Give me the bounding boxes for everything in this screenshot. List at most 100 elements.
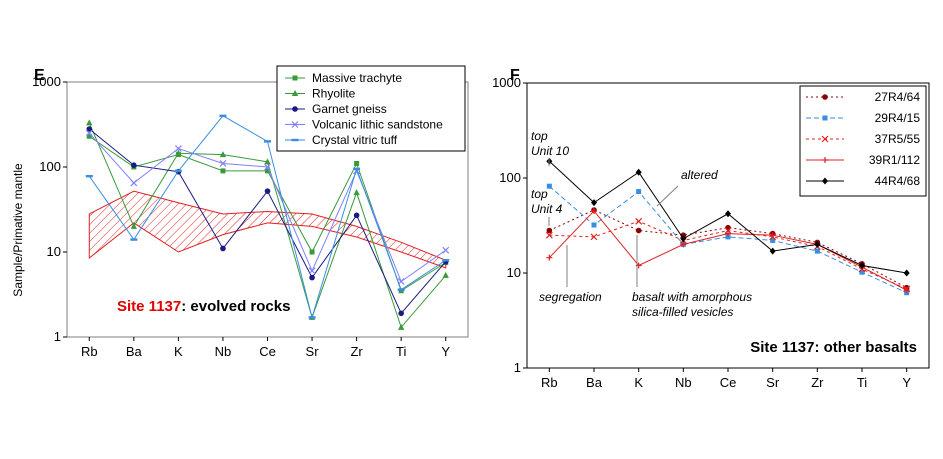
- primitive-band: [88, 190, 447, 269]
- data-point: [219, 160, 227, 167]
- data-point: [219, 114, 227, 118]
- data-point: [131, 162, 137, 168]
- legend-swatch-marker: [822, 157, 828, 163]
- legend-label: 29R4/15: [875, 111, 921, 125]
- data-point: [175, 149, 182, 156]
- data-point: [635, 168, 642, 176]
- data-point: [264, 140, 271, 143]
- site-suffix: : evolved rocks: [181, 298, 290, 315]
- legend-item: 27R4/64: [806, 90, 920, 104]
- data-point: [86, 119, 93, 126]
- data-point: [591, 199, 597, 207]
- annotation-segregation: segregation: [539, 290, 602, 304]
- series-f: [545, 157, 911, 296]
- legend-swatch-marker: [292, 106, 298, 112]
- y-tick-label: 1: [514, 360, 521, 375]
- y-tick-label: 100: [39, 159, 61, 174]
- x-tick-label: Y: [902, 375, 911, 390]
- y-tick-label: 100: [499, 170, 521, 185]
- y-ticks-f: 1 10 100 1000: [492, 75, 527, 375]
- data-point: [85, 129, 93, 137]
- x-tick-label: Ce: [259, 344, 276, 359]
- x-ticks-f: Rb Ba K Nb Ce Sr Zr Ti Y: [541, 368, 911, 390]
- data-point: [85, 174, 93, 178]
- data-point: [174, 169, 182, 173]
- leader-altered: [656, 185, 679, 207]
- data-point: [308, 316, 316, 319]
- panel-f: F 1 10 100 1000 Rb Ba K Nb Ce Sr Zr Ti Y 27R4/64 29R…: [492, 67, 930, 390]
- data-point: [220, 245, 226, 252]
- data-point: [264, 188, 271, 194]
- data-point: [724, 227, 732, 234]
- data-point: [680, 235, 687, 243]
- legend-f: 27R4/64 29R4/15 37R5/55 39R1/112 44R4/68: [799, 85, 927, 197]
- x-tick-label: Ba: [126, 344, 143, 359]
- data-point: [174, 145, 182, 152]
- data-point: [680, 241, 687, 248]
- data-point: [725, 224, 731, 231]
- data-point: [546, 227, 553, 234]
- y-axis-label: Sample/Primative mantle: [11, 163, 25, 297]
- data-point: [353, 167, 361, 171]
- data-point: [725, 210, 731, 218]
- y-tick-label: 1000: [492, 75, 521, 90]
- data-point: [309, 249, 315, 255]
- series-line: [549, 209, 907, 289]
- annotation-basalt-2: silica-filled vesicles: [632, 305, 733, 319]
- data-point: [354, 160, 360, 166]
- data-point: [308, 267, 316, 275]
- site-name: Site 1137: [117, 298, 181, 315]
- data-point: [635, 217, 643, 225]
- data-point: [86, 126, 93, 132]
- data-point: [590, 233, 598, 241]
- legend-label: Massive trachyte: [312, 71, 402, 85]
- data-point: [814, 240, 821, 248]
- series-line: [548, 210, 907, 291]
- data-point: [769, 232, 776, 239]
- data-point: [903, 269, 910, 277]
- primitive-band-area: [88, 190, 447, 269]
- series-3: [85, 129, 450, 285]
- legend-label: 27R4/64: [875, 90, 921, 104]
- panel-e: E Sample/Primative mantle 1 10 100 1000 Rb B…: [11, 65, 469, 359]
- x-tick-label: Nb: [675, 375, 692, 390]
- x-tick-label: Rb: [541, 375, 558, 390]
- data-point: [397, 323, 405, 330]
- legend-swatch-marker: [291, 90, 299, 96]
- legend-item: Volcanic lithic sandstone: [285, 118, 443, 132]
- annotation-top-unit4-2: Unit 4: [531, 202, 563, 216]
- x-tick-label: Ti: [396, 344, 406, 359]
- legend-swatch-marker: [822, 177, 828, 185]
- data-point: [220, 168, 226, 174]
- x-tick-label: Sr: [766, 375, 780, 390]
- data-point: [636, 189, 642, 195]
- legend-label: 44R4/68: [875, 174, 921, 188]
- data-point: [264, 158, 271, 165]
- data-point: [309, 274, 315, 281]
- x-tick-label: Zr: [811, 375, 824, 390]
- data-point: [725, 234, 731, 240]
- x-tick-label: K: [174, 344, 183, 359]
- site-title-e: Site 1137: evolved rocks: [117, 298, 290, 315]
- annotations-f: top Unit 10 top Unit 4 altered segregati…: [531, 129, 752, 319]
- legend-swatch-marker: [821, 135, 829, 143]
- data-point: [397, 288, 405, 291]
- legend-label: Garnet gneiss: [312, 102, 387, 116]
- x-tick-label: K: [634, 375, 643, 390]
- data-point: [635, 227, 642, 234]
- data-point: [545, 231, 553, 239]
- legend-item: 29R4/15: [806, 111, 920, 125]
- y-tick-label: 1000: [32, 74, 61, 89]
- legend-swatch-marker: [291, 121, 299, 128]
- x-tick-label: Zr: [350, 344, 363, 359]
- legend-label: 39R1/112: [869, 153, 920, 167]
- series-e: [85, 114, 450, 330]
- data-point: [591, 222, 597, 228]
- data-point: [265, 168, 270, 174]
- data-point: [353, 189, 360, 196]
- x-tick-label: Ba: [586, 375, 603, 390]
- legend-item: Massive trachyte: [285, 71, 402, 85]
- x-tick-label: Y: [441, 344, 450, 359]
